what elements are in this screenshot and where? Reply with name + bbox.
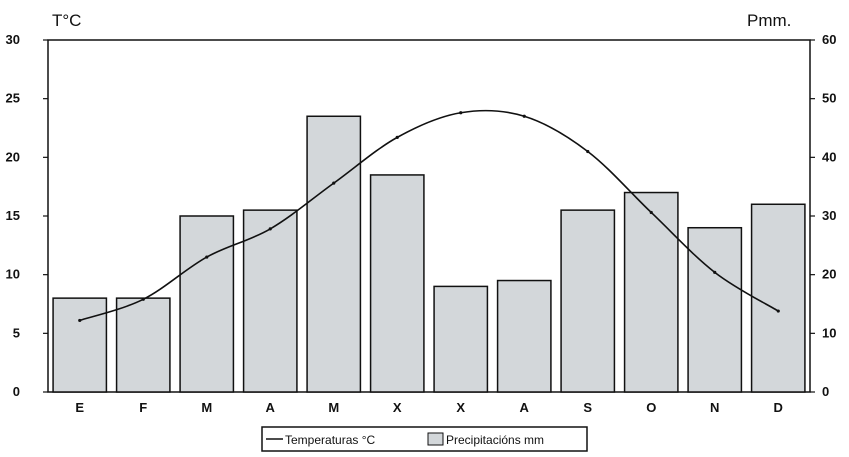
category-label: X <box>393 400 402 415</box>
left-tick-label: 25 <box>6 91 20 106</box>
left-tick-label: 10 <box>6 267 20 282</box>
temperature-point <box>268 227 272 231</box>
category-label: A <box>520 400 530 415</box>
precipitation-bar <box>52 297 108 393</box>
right-tick-label: 60 <box>822 32 836 47</box>
precipitation-bar <box>687 226 743 393</box>
legend-label-precipitation: Precipitacións mm <box>446 433 544 447</box>
temperature-point <box>205 255 209 259</box>
legend-bar-swatch <box>427 432 444 446</box>
temperature-point <box>141 297 145 301</box>
temperature-point <box>332 181 336 185</box>
category-label: F <box>139 400 147 415</box>
category-label: M <box>201 400 212 415</box>
category-label: D <box>774 400 783 415</box>
category-label: M <box>328 400 339 415</box>
temperature-point <box>459 111 463 115</box>
category-label: X <box>456 400 465 415</box>
right-tick-label: 40 <box>822 149 836 164</box>
left-axis-title: T°C <box>52 11 81 30</box>
plot-area: 0 5 10 15 20 25 30 0 10 20 30 40 50 60 E F M A M X X A S O N D <box>6 32 837 415</box>
precipitation-bar <box>496 279 552 393</box>
legend-label-temperature: Temperaturas °C <box>285 433 375 447</box>
right-tick-label: 50 <box>822 91 836 106</box>
legend-box <box>261 426 588 452</box>
temperature-point <box>776 309 780 313</box>
precipitation-bar <box>623 191 679 393</box>
precipitation-bar <box>369 174 425 393</box>
precipitation-bar <box>115 297 171 393</box>
right-tick-label: 30 <box>822 208 836 223</box>
precipitation-bar <box>179 215 235 393</box>
temperature-point <box>649 210 653 215</box>
left-tick-label: 0 <box>13 384 20 399</box>
temperature-point <box>78 318 82 323</box>
category-label: S <box>583 400 592 415</box>
precipitation-bar <box>560 209 616 393</box>
category-label: O <box>646 400 656 415</box>
category-label: N <box>710 400 719 415</box>
right-tick-label: 20 <box>822 267 836 282</box>
precipitation-bar <box>433 285 489 393</box>
precipitation-bar <box>306 115 362 393</box>
right-axis-title: Pmm. <box>747 11 791 30</box>
left-tick-label: 15 <box>6 208 20 223</box>
left-tick-label: 20 <box>6 149 20 164</box>
temperature-point <box>586 149 590 154</box>
category-label: E <box>75 400 84 415</box>
left-tick-label: 5 <box>13 325 20 340</box>
right-tick-label: 10 <box>822 325 836 340</box>
right-tick-label: 0 <box>822 384 829 399</box>
temperature-point <box>713 270 717 274</box>
precipitation-bar <box>242 209 298 393</box>
legend: Temperaturas °C Precipitacións mm <box>261 426 588 452</box>
precipitation-bar <box>750 203 806 393</box>
category-label: A <box>266 400 276 415</box>
temperature-point <box>522 114 526 118</box>
temperature-line <box>79 109 779 322</box>
temperature-point <box>395 135 399 139</box>
left-tick-label: 30 <box>6 32 20 47</box>
